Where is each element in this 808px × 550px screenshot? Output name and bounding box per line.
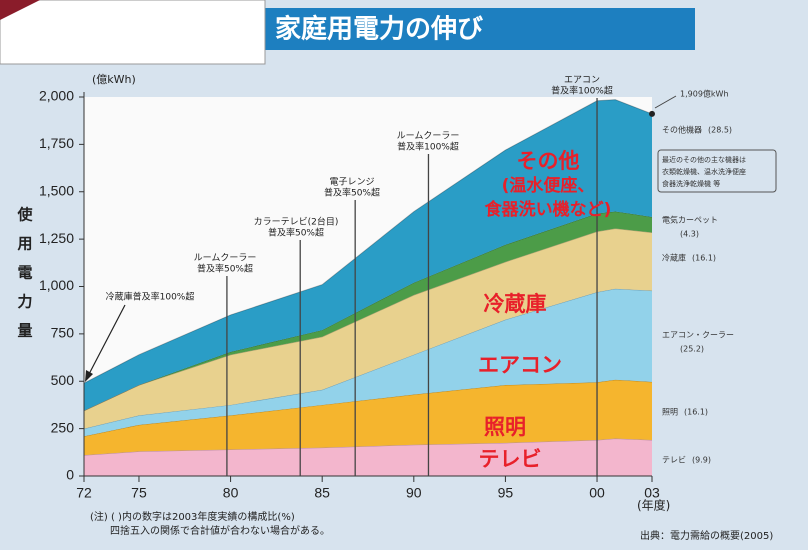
legend-share: (16.1) <box>692 254 716 263</box>
x-tick-label: 80 <box>223 485 239 501</box>
y-tick-label: 1,750 <box>39 135 74 151</box>
legend-share: (25.2) <box>680 345 704 354</box>
x-unit: (年度) <box>637 498 670 513</box>
arrow-note: 冷蔵庫普及率100%超 <box>106 291 195 303</box>
legend-label: 電気カーペット <box>662 215 718 225</box>
y-axis-label: 使 <box>16 206 33 224</box>
area-edge <box>83 437 653 456</box>
area <box>84 379 652 456</box>
event-label: エアコン <box>564 76 600 86</box>
total-leader <box>654 95 677 109</box>
note: 四捨五入の関係で合計値が合わない場合がある。 <box>110 524 330 537</box>
legend-label: テレビ <box>662 456 686 465</box>
y-axis-label: 用 <box>17 235 32 253</box>
corner <box>0 0 40 20</box>
area-label: テレビ <box>479 447 542 471</box>
total-label: 1,909億kWh <box>680 89 729 99</box>
area-label: (温水便座、 <box>502 175 595 196</box>
event-label: ルームクーラー <box>397 131 460 142</box>
event-label: 普及率50%超 <box>197 263 253 275</box>
y-tick-label: 500 <box>51 372 75 388</box>
arrow <box>87 304 126 377</box>
y-tick-label: 2,000 <box>39 88 74 104</box>
area-label: エアコン <box>478 353 562 377</box>
total-dot <box>649 110 655 117</box>
event-label: カラーテレビ(2台目) <box>254 216 339 228</box>
x-tick-label: 72 <box>76 485 92 501</box>
legend-label: 冷蔵庫 <box>662 253 686 263</box>
area-label: 食器洗い機など) <box>485 199 612 220</box>
y-tick-label: 1,000 <box>39 277 74 293</box>
legend-share: (16.1) <box>684 408 708 417</box>
y-axis-label: 電 <box>17 264 32 282</box>
arrow-head <box>85 370 93 382</box>
y-tick-label: 250 <box>51 419 75 435</box>
event-label: 電子レンジ <box>329 177 374 188</box>
area-label: 照明 <box>484 415 526 439</box>
area <box>84 438 652 476</box>
note-box <box>657 149 777 193</box>
event-label: 普及率100%超 <box>397 141 459 153</box>
x-tick-label: 90 <box>406 485 422 501</box>
other-note: 衣類乾燥機、温水洗浄便座 <box>662 167 746 176</box>
event-label: 普及率50%超 <box>324 187 380 199</box>
event-label: ルームクーラー <box>194 253 257 264</box>
y-unit: (億kWh) <box>92 73 136 86</box>
legend-label: その他機器 <box>662 125 702 135</box>
legend-share: (28.5) <box>708 126 732 135</box>
x-tick-label: 03 <box>644 485 660 501</box>
legend-label: 照明 <box>662 408 678 417</box>
source: 出典：電力需給の概要(2005) <box>640 529 773 542</box>
y-tick-label: 0 <box>66 467 74 483</box>
other-note: 最近のその他の主な機器は <box>662 155 746 164</box>
area <box>84 99 652 411</box>
y-axis-label: 量 <box>17 322 32 340</box>
event-label: 普及率100%超 <box>551 85 613 97</box>
area-label: 冷蔵庫 <box>484 292 547 316</box>
title-banner <box>260 8 695 50</box>
area <box>84 228 652 429</box>
overlay-box <box>0 0 266 65</box>
legend-label: エアコン・クーラー <box>662 331 734 340</box>
chart-title: 家庭用電力の伸び <box>275 14 483 45</box>
event-label: 普及率50%超 <box>268 227 324 239</box>
x-tick-label: 85 <box>314 485 330 501</box>
area <box>84 211 652 411</box>
y-tick-label: 1,250 <box>39 230 74 246</box>
note: (注) ( )内の数字は2003年度実績の構成比(%) <box>90 510 295 523</box>
x-tick-label: 95 <box>498 485 514 501</box>
area-label: その他 <box>517 149 580 173</box>
x-tick-label: 00 <box>589 485 605 501</box>
legend-share: (4.3) <box>680 230 699 239</box>
area-edge <box>83 99 653 384</box>
area <box>84 288 652 437</box>
y-axis-label: 力 <box>17 293 32 311</box>
other-note: 食器洗浄乾燥機 等 <box>662 179 720 188</box>
y-tick-label: 750 <box>51 325 75 341</box>
legend-share: (9.9) <box>692 456 711 465</box>
y-tick-label: 1,500 <box>39 182 74 198</box>
x-tick-label: 75 <box>131 485 147 501</box>
